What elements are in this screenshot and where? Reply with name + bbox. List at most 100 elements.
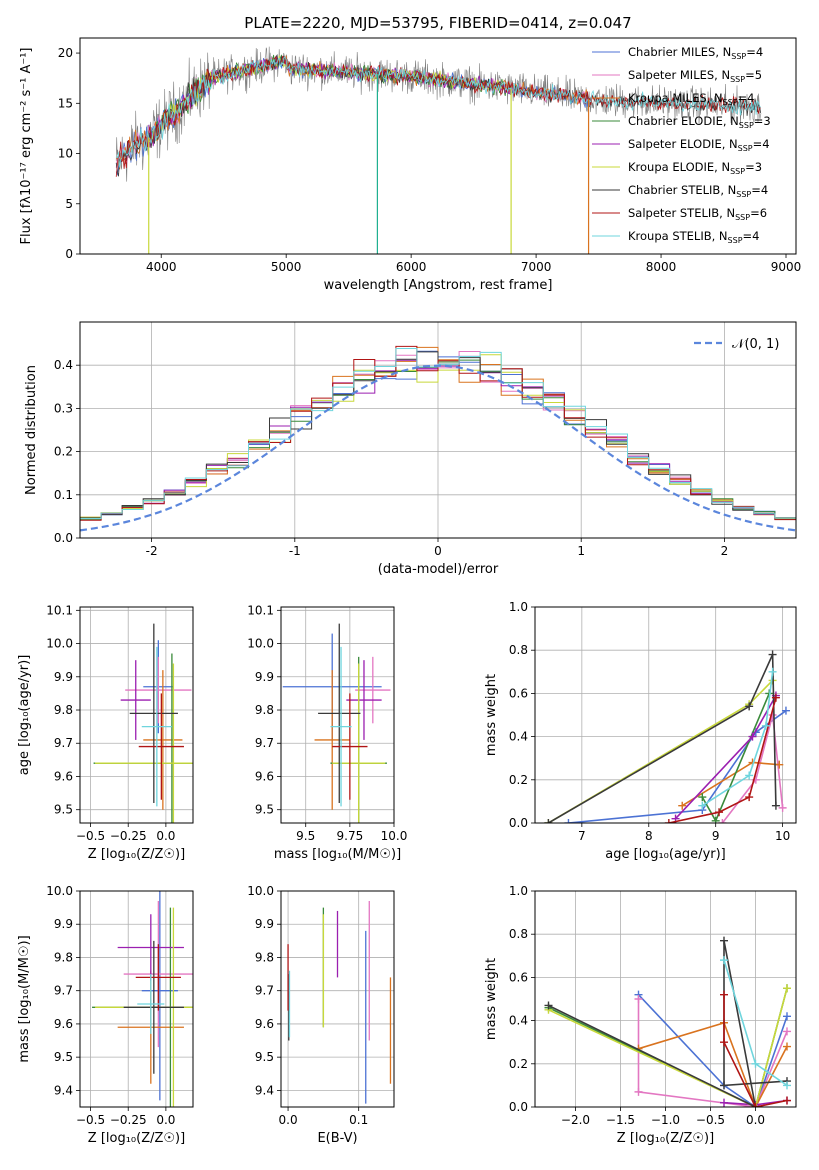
- y-axis-label: mass [log₁₀(M/M☉)]: [17, 935, 32, 1062]
- y-tick-label: 9.5: [54, 803, 73, 817]
- y-tick-label: 0.8: [509, 927, 528, 941]
- y-tick-label: 9.7: [54, 736, 73, 750]
- y-tick-label: 9.8: [54, 703, 73, 717]
- x-tick-label: 0.0: [279, 1113, 298, 1127]
- x-tick-label: 1: [577, 544, 585, 558]
- weight-marker: [711, 816, 720, 823]
- axes-frame: [534, 890, 797, 1108]
- x-axis-label: Z [log₁₀(Z/Z☉)]: [88, 847, 185, 862]
- x-tick-label: −1.5: [606, 1113, 635, 1127]
- weight-marker: [718, 819, 727, 823]
- x-tick-label: 7000: [521, 260, 552, 274]
- axes-frame: [280, 890, 395, 1108]
- y-tick-label: 9.8: [255, 703, 274, 717]
- weight-series: [568, 710, 787, 823]
- y-tick-label: 0.6: [509, 970, 528, 984]
- age-vs-mass-panel: 9.5 9.75 10.0 9.5 9.6 9.7 9.8 9.9 10.0 10.1 mass […: [247, 603, 407, 862]
- weight-marker: [544, 1001, 553, 1010]
- weight-marker: [783, 1042, 791, 1051]
- weight-marker: [781, 706, 790, 715]
- y-tick-label: 9.6: [255, 1017, 274, 1031]
- legend-entry: Salpeter ELODIE, NSSP=4: [628, 137, 770, 153]
- y-tick-label: 9.5: [255, 1050, 274, 1064]
- x-axis-label: E(B-V): [317, 1131, 357, 1146]
- axes-frame: [79, 37, 797, 255]
- axes-frame: [534, 606, 797, 824]
- y-axis-label: Flux [fλ10⁻¹⁷ erg cm⁻² s⁻¹ A⁻¹]: [19, 48, 34, 245]
- spectrum-panel: 4000 5000 6000 7000 8000 9000 0 5 10 15 20 waveleng…: [19, 37, 801, 293]
- plot-area: [544, 650, 790, 823]
- x-tick-label: 0.0: [746, 1113, 765, 1127]
- x-axis-label: Z [log₁₀(Z/Z☉)]: [617, 1131, 714, 1146]
- weight-marker: [720, 1098, 728, 1107]
- axes-frame: [79, 606, 194, 824]
- y-tick-label: 10.0: [46, 884, 73, 898]
- legend-entry: Chabrier STELIB, NSSP=4: [628, 183, 768, 199]
- x-tick-label: 0.0: [156, 1113, 175, 1127]
- y-tick-label: 10.0: [247, 637, 274, 651]
- y-tick-label: 9.4: [54, 1083, 73, 1097]
- plot-area: [287, 900, 392, 1104]
- x-tick-label: 5000: [271, 260, 302, 274]
- y-axis-label: age [log₁₀(age/yr)]: [17, 655, 32, 776]
- weight-marker: [664, 819, 673, 823]
- weight-marker: [768, 650, 777, 659]
- weight-marker: [768, 667, 777, 676]
- legend-entry: Kroupa ELODIE, NSSP=3: [628, 160, 762, 176]
- y-tick-label: 0.2: [509, 773, 528, 787]
- y-tick-label: 9.7: [54, 984, 73, 998]
- weight-marker: [775, 760, 784, 769]
- y-tick-label: 0.0: [509, 816, 528, 830]
- y-tick-label: 9.4: [255, 1083, 274, 1097]
- x-tick-label: 0.1: [349, 1113, 368, 1127]
- y-tick-label: 0.0: [54, 531, 73, 545]
- x-axis-label: mass [log₁₀(M/M☉)]: [274, 847, 401, 862]
- y-tick-label: 10.0: [247, 884, 274, 898]
- y-tick-label: 9.6: [54, 769, 73, 783]
- weight-marker: [771, 693, 780, 702]
- y-tick-label: 1.0: [509, 884, 528, 898]
- x-tick-label: −0.5: [696, 1113, 725, 1127]
- legend-entry: 𝒩(0, 1): [732, 337, 779, 352]
- model-spectrum: [115, 55, 761, 177]
- y-tick-label: 9.9: [255, 917, 274, 931]
- y-tick-label: 0.2: [54, 445, 73, 459]
- x-axis-label: Z [log₁₀(Z/Z☉)]: [88, 1131, 185, 1146]
- x-axis-label: age [log₁₀(age/yr)]: [605, 847, 726, 862]
- y-tick-label: 5: [65, 197, 73, 211]
- axes-frame: [79, 890, 194, 1108]
- x-tick-label: 6000: [396, 260, 427, 274]
- y-tick-label: 9.9: [54, 670, 73, 684]
- mass-vs-reddening-panel: 0.0 0.1 9.4 9.5 9.6 9.7 9.8 9.9 10.0 E(B-V): [247, 884, 395, 1146]
- weight-series: [548, 987, 788, 1107]
- axes-frame: [79, 321, 797, 539]
- weight-marker: [715, 808, 724, 817]
- weight-series: [701, 671, 774, 807]
- plot-area: [544, 936, 791, 1107]
- y-tick-label: 0.3: [54, 401, 73, 415]
- x-tick-label: 0.0: [156, 829, 175, 843]
- weight-marker: [745, 771, 754, 780]
- x-tick-label: 7: [578, 829, 586, 843]
- weight-marker: [678, 801, 687, 810]
- legend-entry: Salpeter MILES, NSSP=5: [628, 68, 762, 84]
- y-tick-label: 9.6: [54, 1017, 73, 1031]
- weight-marker: [720, 990, 728, 999]
- weight-series: [637, 994, 788, 1107]
- weight-series: [638, 1021, 788, 1107]
- weight-marker: [698, 793, 707, 802]
- y-tick-label: 0.4: [509, 1014, 528, 1028]
- x-tick-label: 9.5: [296, 829, 315, 843]
- y-tick-label: 9.7: [255, 736, 274, 750]
- y-tick-label: 9.8: [255, 950, 274, 964]
- weight-marker: [720, 1081, 728, 1090]
- y-tick-label: 0.4: [509, 730, 528, 744]
- axes-frame: [280, 606, 395, 824]
- weight-vs-age-panel: 7 8 9 10 0.0 0.2 0.4 0.6 0.8 1.0 age [log₁₀(age/yr…: [484, 600, 797, 862]
- x-tick-label: −1.0: [651, 1113, 680, 1127]
- residuals-panel: -2 -1 0 1 2 0.0 0.1 0.2 0.3 0.4 (data-model)/error…: [24, 321, 797, 577]
- x-tick-label: −0.5: [76, 829, 105, 843]
- weight-marker: [720, 936, 728, 945]
- weight-marker: [698, 801, 707, 810]
- weight-marker: [544, 819, 553, 823]
